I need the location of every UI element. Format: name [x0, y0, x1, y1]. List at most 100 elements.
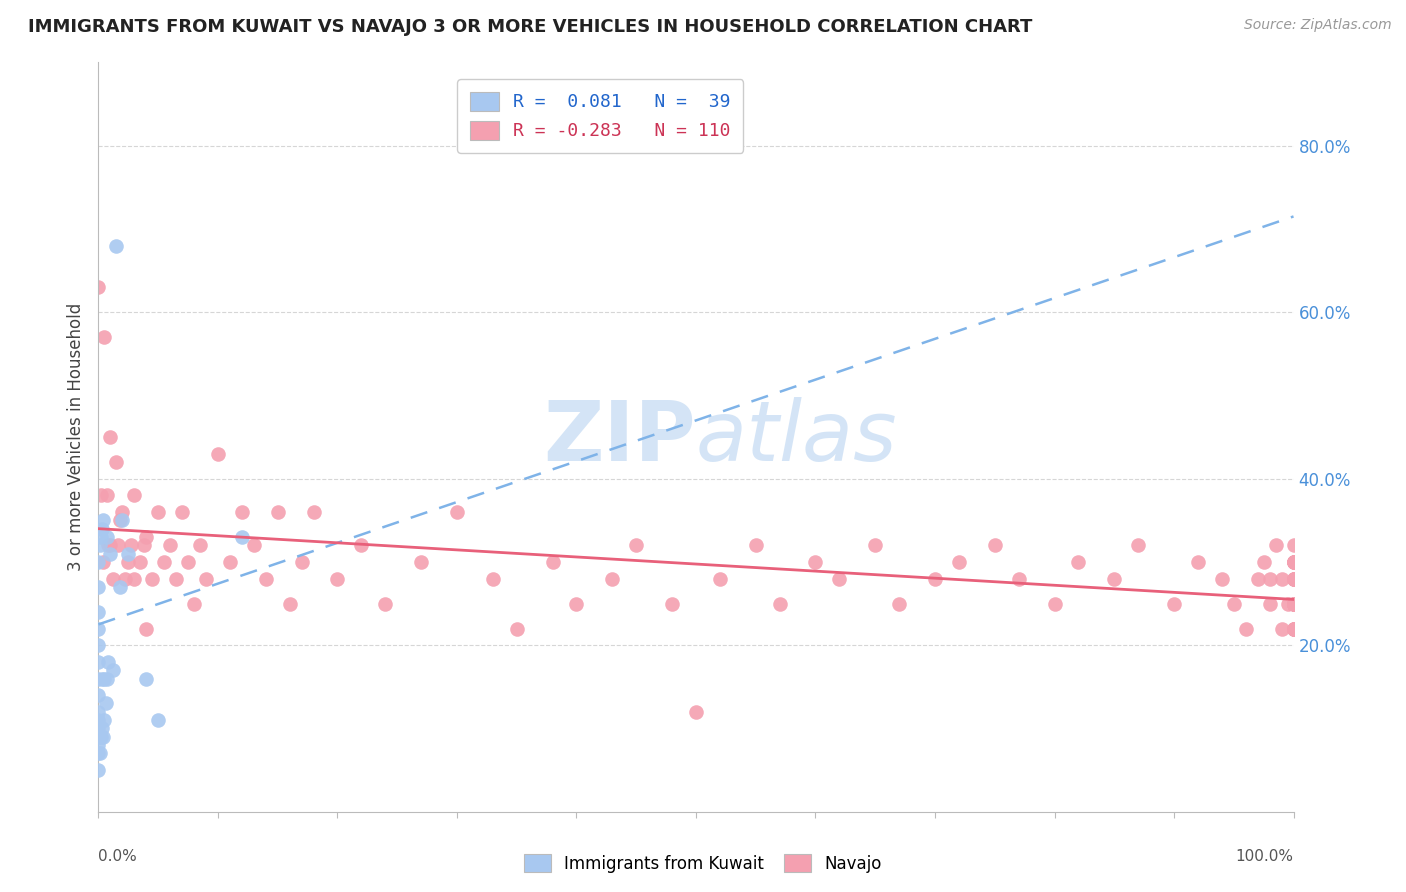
- Point: [207, 447, 229, 461]
- Point: [411, 555, 433, 569]
- Point: [1211, 572, 1233, 586]
- Point: [117, 547, 139, 561]
- Text: IMMIGRANTS FROM KUWAIT VS NAVAJO 3 OR MORE VEHICLES IN HOUSEHOLD CORRELATION CHA: IMMIGRANTS FROM KUWAIT VS NAVAJO 3 OR MO…: [28, 18, 1032, 36]
- Point: [984, 538, 1007, 552]
- Point: [828, 572, 851, 586]
- Point: [1258, 572, 1281, 586]
- Point: [91, 555, 114, 569]
- Point: [1247, 572, 1270, 586]
- Point: [1067, 555, 1090, 569]
- Point: [1282, 555, 1305, 569]
- Point: [1282, 597, 1305, 611]
- Point: [120, 538, 142, 552]
- Point: [1258, 597, 1281, 611]
- Point: [1223, 597, 1246, 611]
- Point: [148, 505, 170, 519]
- Point: [1271, 622, 1294, 636]
- Point: [1282, 622, 1305, 636]
- Point: [98, 538, 122, 552]
- Point: [374, 597, 396, 611]
- Point: [1008, 572, 1031, 586]
- Text: 0.0%: 0.0%: [98, 849, 138, 864]
- Point: [135, 530, 157, 544]
- Point: [1163, 597, 1185, 611]
- Point: [745, 538, 768, 552]
- Point: [1104, 572, 1126, 586]
- Point: [1282, 622, 1305, 636]
- Point: [87, 555, 110, 569]
- Text: ZIP: ZIP: [544, 397, 696, 477]
- Point: [89, 538, 111, 552]
- Point: [96, 488, 118, 502]
- Point: [117, 555, 139, 569]
- Point: [135, 622, 157, 636]
- Point: [231, 505, 253, 519]
- Point: [101, 572, 124, 586]
- Point: [924, 572, 946, 586]
- Point: [105, 455, 128, 469]
- Point: [446, 505, 468, 519]
- Point: [165, 572, 187, 586]
- Point: [87, 738, 110, 752]
- Point: [91, 672, 114, 686]
- Point: [1277, 597, 1299, 611]
- Point: [183, 597, 205, 611]
- Point: [1282, 572, 1305, 586]
- Point: [87, 688, 110, 702]
- Point: [481, 572, 505, 586]
- Point: [267, 505, 290, 519]
- Point: [97, 538, 120, 552]
- Point: [105, 238, 128, 252]
- Point: [87, 763, 110, 777]
- Point: [1282, 555, 1305, 569]
- Point: [91, 522, 114, 536]
- Point: [1282, 622, 1305, 636]
- Point: [661, 597, 683, 611]
- Point: [93, 330, 115, 344]
- Point: [188, 538, 211, 552]
- Point: [1187, 555, 1209, 569]
- Point: [1282, 597, 1305, 611]
- Point: [231, 530, 253, 544]
- Point: [1128, 538, 1150, 552]
- Point: [87, 622, 110, 636]
- Point: [108, 580, 131, 594]
- Point: [87, 672, 110, 686]
- Point: [91, 722, 114, 736]
- Text: 100.0%: 100.0%: [1236, 849, 1294, 864]
- Point: [1282, 555, 1305, 569]
- Point: [1282, 555, 1305, 569]
- Point: [1271, 572, 1294, 586]
- Point: [91, 730, 114, 744]
- Legend: Immigrants from Kuwait, Navajo: Immigrants from Kuwait, Navajo: [517, 847, 889, 880]
- Point: [124, 488, 146, 502]
- Point: [219, 555, 242, 569]
- Text: Source: ZipAtlas.com: Source: ZipAtlas.com: [1244, 18, 1392, 32]
- Point: [768, 597, 790, 611]
- Point: [111, 513, 134, 527]
- Point: [87, 655, 110, 669]
- Point: [602, 572, 624, 586]
- Point: [1282, 597, 1305, 611]
- Point: [98, 430, 122, 444]
- Point: [302, 505, 325, 519]
- Point: [87, 705, 110, 719]
- Point: [1282, 597, 1305, 611]
- Point: [865, 538, 887, 552]
- Point: [107, 538, 129, 552]
- Point: [87, 280, 110, 294]
- Point: [1282, 538, 1305, 552]
- Point: [87, 730, 110, 744]
- Point: [1282, 597, 1305, 611]
- Point: [1264, 538, 1286, 552]
- Point: [1282, 622, 1305, 636]
- Point: [93, 713, 115, 727]
- Point: [1253, 555, 1275, 569]
- Point: [1282, 572, 1305, 586]
- Point: [1282, 555, 1305, 569]
- Point: [172, 505, 194, 519]
- Point: [243, 538, 266, 552]
- Point: [90, 730, 112, 744]
- Point: [87, 638, 110, 652]
- Point: [101, 663, 124, 677]
